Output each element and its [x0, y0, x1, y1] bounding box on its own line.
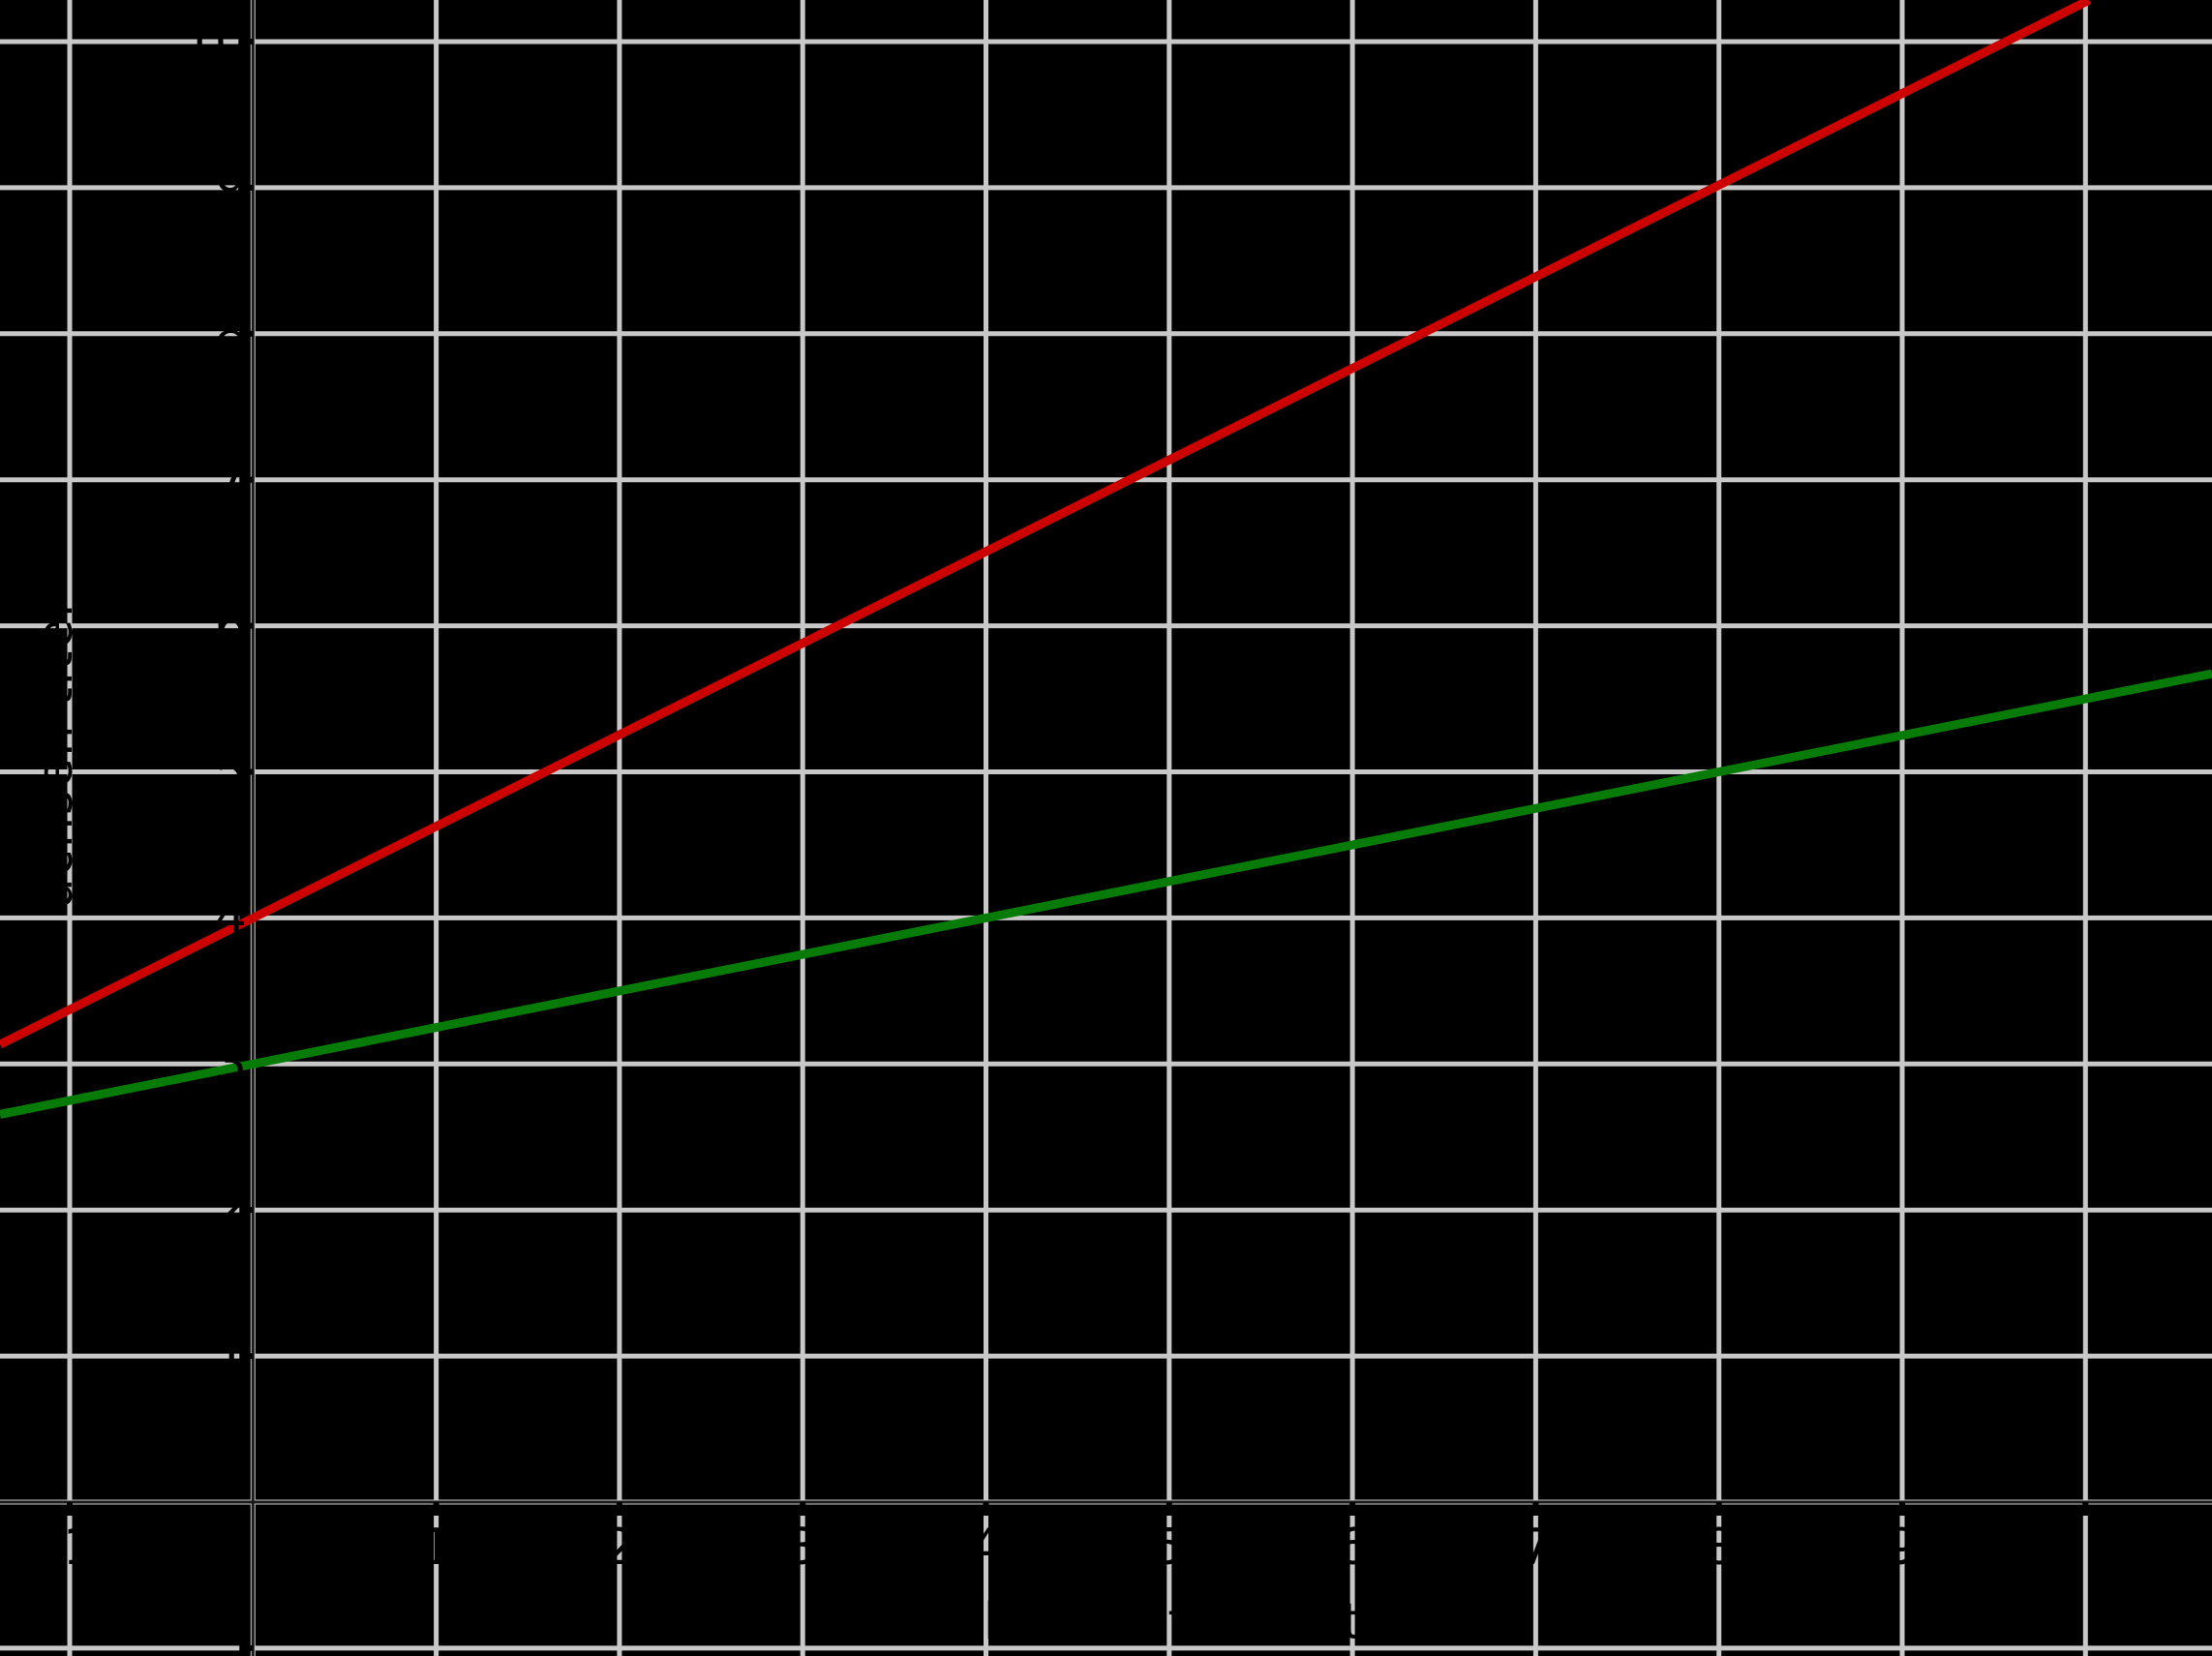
y-tick-label: 6: [214, 596, 247, 655]
x-tick-label: 7: [1519, 1519, 1552, 1577]
y-tick-label: 3: [214, 1035, 247, 1094]
y-tick-label: 5: [214, 742, 247, 801]
x-tick-label: 3: [786, 1519, 819, 1577]
y-tick-label: 8: [214, 304, 247, 363]
x-tick-label: 9: [1886, 1519, 1919, 1577]
x-tick-label: 10: [2053, 1519, 2118, 1577]
x-axis-title: achsen titel text: [921, 1593, 1364, 1651]
x-tick-label: 4: [969, 1519, 1003, 1577]
y-tick-label: 4: [214, 888, 247, 948]
x-tick-label: 8: [1703, 1519, 1736, 1577]
x-tick-label: 5: [1153, 1519, 1186, 1577]
x-tick-label: 2: [603, 1519, 636, 1577]
red-line: [0, 0, 2092, 1049]
y-tick-label: 2: [214, 1181, 247, 1240]
y-tick-label: 10: [182, 13, 247, 71]
x-tick-label: 1: [420, 1519, 453, 1577]
x-tick-label: 6: [1336, 1519, 1369, 1577]
y-tick-label: 1: [214, 1327, 247, 1386]
y-tick-label: 7: [214, 450, 247, 509]
green-line: [0, 669, 2212, 1119]
y-axis-title: achsen titel: [27, 602, 83, 908]
y-tick-label: 9: [214, 158, 247, 217]
x-tick-label: -1: [45, 1519, 95, 1577]
